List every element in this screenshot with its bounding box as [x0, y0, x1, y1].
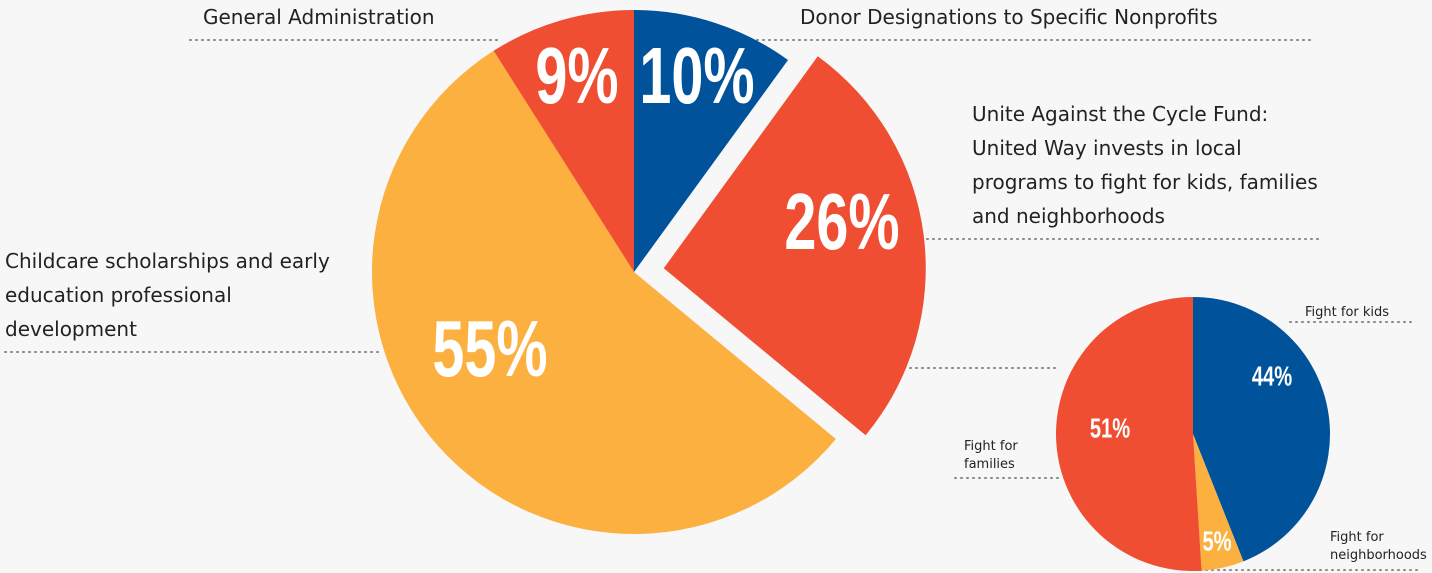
value-label: 5%	[1202, 526, 1231, 557]
slice-label: Childcare scholarships and early educati…	[5, 249, 330, 341]
slice-label: Fight for families	[964, 439, 1018, 472]
value-label-group: 10%	[639, 31, 754, 121]
slice-label: Fight for kids	[1305, 305, 1390, 320]
pie-slice	[634, 10, 788, 272]
pie-slice	[1056, 297, 1202, 571]
value-label: 51%	[1090, 413, 1131, 444]
value-label: 26%	[784, 177, 899, 267]
value-label: 44%	[1252, 361, 1293, 392]
slice-label: Fight for neighborhoods	[1330, 530, 1427, 563]
slice-label: General Administration	[203, 5, 435, 29]
value-label-group: 55%	[432, 304, 547, 394]
pie-slice	[371, 50, 836, 535]
value-label: 9%	[535, 31, 618, 121]
pie-slice	[493, 10, 634, 272]
pie-slice	[1193, 434, 1244, 571]
leader-lines	[4, 39, 1421, 571]
value-label-group: 5%	[1202, 526, 1231, 557]
value-label: 10%	[639, 31, 754, 121]
value-label: 55%	[432, 304, 547, 394]
value-label-group: 44%	[1252, 361, 1293, 392]
slice-label: Donor Designations to Specific Nonprofit…	[800, 5, 1218, 29]
value-label-group: 9%	[535, 31, 618, 121]
value-label-group: 51%	[1090, 413, 1131, 444]
value-label-group: 26%	[784, 177, 899, 267]
pie-slice	[663, 56, 926, 436]
slice-label: Unite Against the Cycle Fund: United Way…	[972, 102, 1318, 228]
pie-slice	[1193, 297, 1331, 562]
